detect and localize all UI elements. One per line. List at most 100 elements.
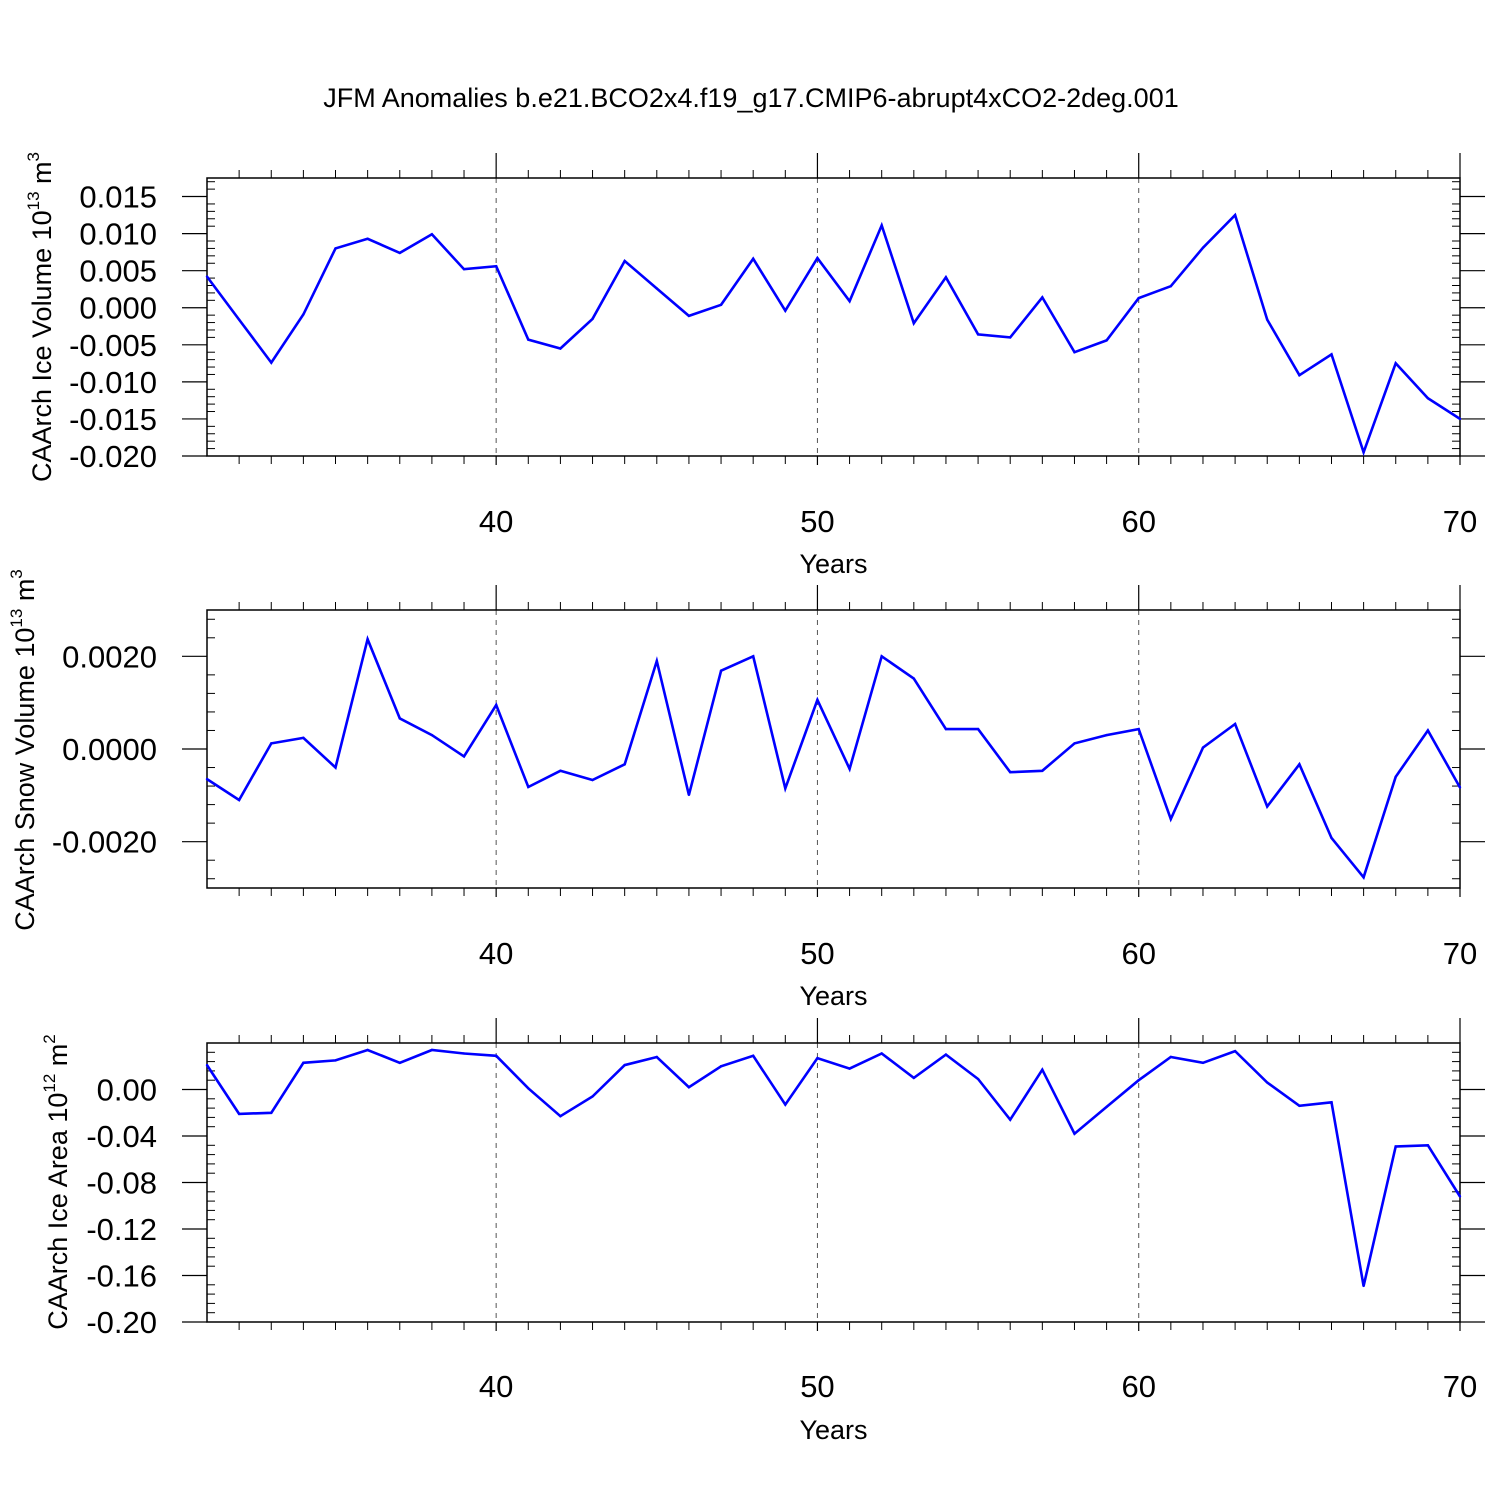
plot-frame [206, 609, 1461, 889]
data-point [270, 1111, 273, 1114]
data-point [1426, 1144, 1430, 1147]
data-point [848, 1067, 851, 1070]
data-point [1233, 1049, 1237, 1053]
x-tick-label: 40 [479, 504, 513, 539]
data-point [270, 742, 273, 745]
data-point [848, 299, 851, 303]
x-axis-label: Years [799, 981, 867, 1011]
x-tick-label: 40 [479, 936, 513, 971]
data-point [816, 1056, 819, 1060]
data-point [1266, 805, 1269, 808]
x-tick-label: 60 [1121, 504, 1155, 539]
data-point [848, 767, 851, 771]
chart-title: JFM Anomalies b.e21.BCO2x4.f19_g17.CMIP6… [323, 83, 1178, 113]
data-point [302, 736, 305, 740]
y-tick-label: -0.015 [69, 402, 157, 437]
data-point [687, 314, 691, 318]
data-point [1298, 763, 1301, 766]
data-point [751, 1054, 755, 1057]
data-point [1330, 353, 1333, 356]
data-point [237, 1112, 241, 1116]
data-point [1298, 1104, 1301, 1107]
y-tick-label: -0.0020 [52, 825, 157, 860]
data-point [1266, 318, 1269, 321]
data-point [1426, 396, 1430, 400]
data-point [1009, 770, 1012, 774]
data-point [976, 727, 980, 731]
x-tick-label: 50 [800, 1369, 834, 1404]
series-line-1 [205, 212, 1461, 457]
x-axis-label: Years [799, 549, 867, 579]
data-point [1137, 296, 1140, 300]
x-tick-label: 50 [800, 504, 834, 539]
data-point [687, 793, 691, 797]
data-point [623, 763, 626, 766]
y-tick-label: 0.0000 [62, 732, 157, 767]
data-point [912, 322, 916, 325]
data-point [591, 317, 594, 321]
y-tick-label: -0.005 [69, 328, 157, 363]
data-point [1362, 451, 1365, 454]
x-tick-label: 70 [1443, 1369, 1477, 1404]
data-point [1169, 285, 1173, 288]
data-point [1137, 727, 1140, 731]
data-point [623, 1063, 626, 1067]
data-point [302, 1061, 305, 1064]
data-point [912, 1076, 916, 1080]
data-point [494, 1054, 498, 1057]
data-point [462, 267, 466, 271]
x-tick-label: 40 [479, 1369, 513, 1404]
y-tick-label: -0.020 [69, 439, 157, 474]
data-point [205, 777, 209, 781]
data-point [880, 655, 883, 658]
data-point [1041, 296, 1044, 299]
data-point [205, 1063, 209, 1067]
data-point [944, 1053, 948, 1056]
data-point [719, 669, 723, 672]
data-point [398, 251, 401, 255]
data-point [944, 727, 948, 731]
data-point [1362, 876, 1365, 879]
data-point [1394, 362, 1397, 365]
data-point [912, 677, 916, 680]
data-point [527, 1087, 530, 1090]
y-tick-label: -0.20 [86, 1305, 157, 1340]
data-point [1394, 775, 1397, 778]
data-point [1169, 817, 1173, 821]
series-line-2 [206, 635, 1462, 880]
data-point [719, 303, 723, 306]
data-point [1458, 1195, 1462, 1198]
data-point [751, 257, 755, 261]
y-tick-label: -0.04 [86, 1119, 157, 1154]
data-point [366, 237, 369, 240]
y-tick-label: 0.0020 [62, 639, 157, 674]
data-point [237, 798, 241, 802]
data-point [1266, 1081, 1269, 1084]
data-point [751, 655, 755, 658]
data-point [944, 276, 948, 279]
panel-3: 0.00 -0.04 -0.08 -0.12 -0.16 -0.20 40 50 60 70 Yea… [40, 1018, 1485, 1445]
data-point [1458, 786, 1462, 789]
data-point [334, 247, 337, 250]
data-point [398, 1061, 401, 1064]
x-tick-label: 60 [1121, 936, 1155, 971]
data-point [559, 769, 562, 772]
y-axis-label: CAArch Ice Area 1012 m2 [40, 1034, 73, 1330]
y-axis-label: CAArch Ice Volume 1013 m3 [24, 152, 57, 482]
data-point [462, 1052, 466, 1055]
data-point [366, 1048, 369, 1052]
y-axis-label: CAArch Snow Volume 1013 m3 [7, 569, 40, 931]
data-point [494, 265, 498, 268]
data-point [687, 1085, 691, 1089]
data-point [1073, 742, 1076, 745]
data-point [559, 1115, 562, 1118]
data-point [1233, 213, 1237, 217]
data-point [623, 259, 626, 263]
data-point [1073, 351, 1076, 354]
panel-1: 0.0150.0100.0050.000-0.005-0.010-0.015-0… [24, 152, 1485, 579]
data-point [1394, 1145, 1397, 1148]
data-point [1201, 246, 1205, 249]
data-point [270, 361, 273, 364]
data-point [462, 755, 466, 758]
